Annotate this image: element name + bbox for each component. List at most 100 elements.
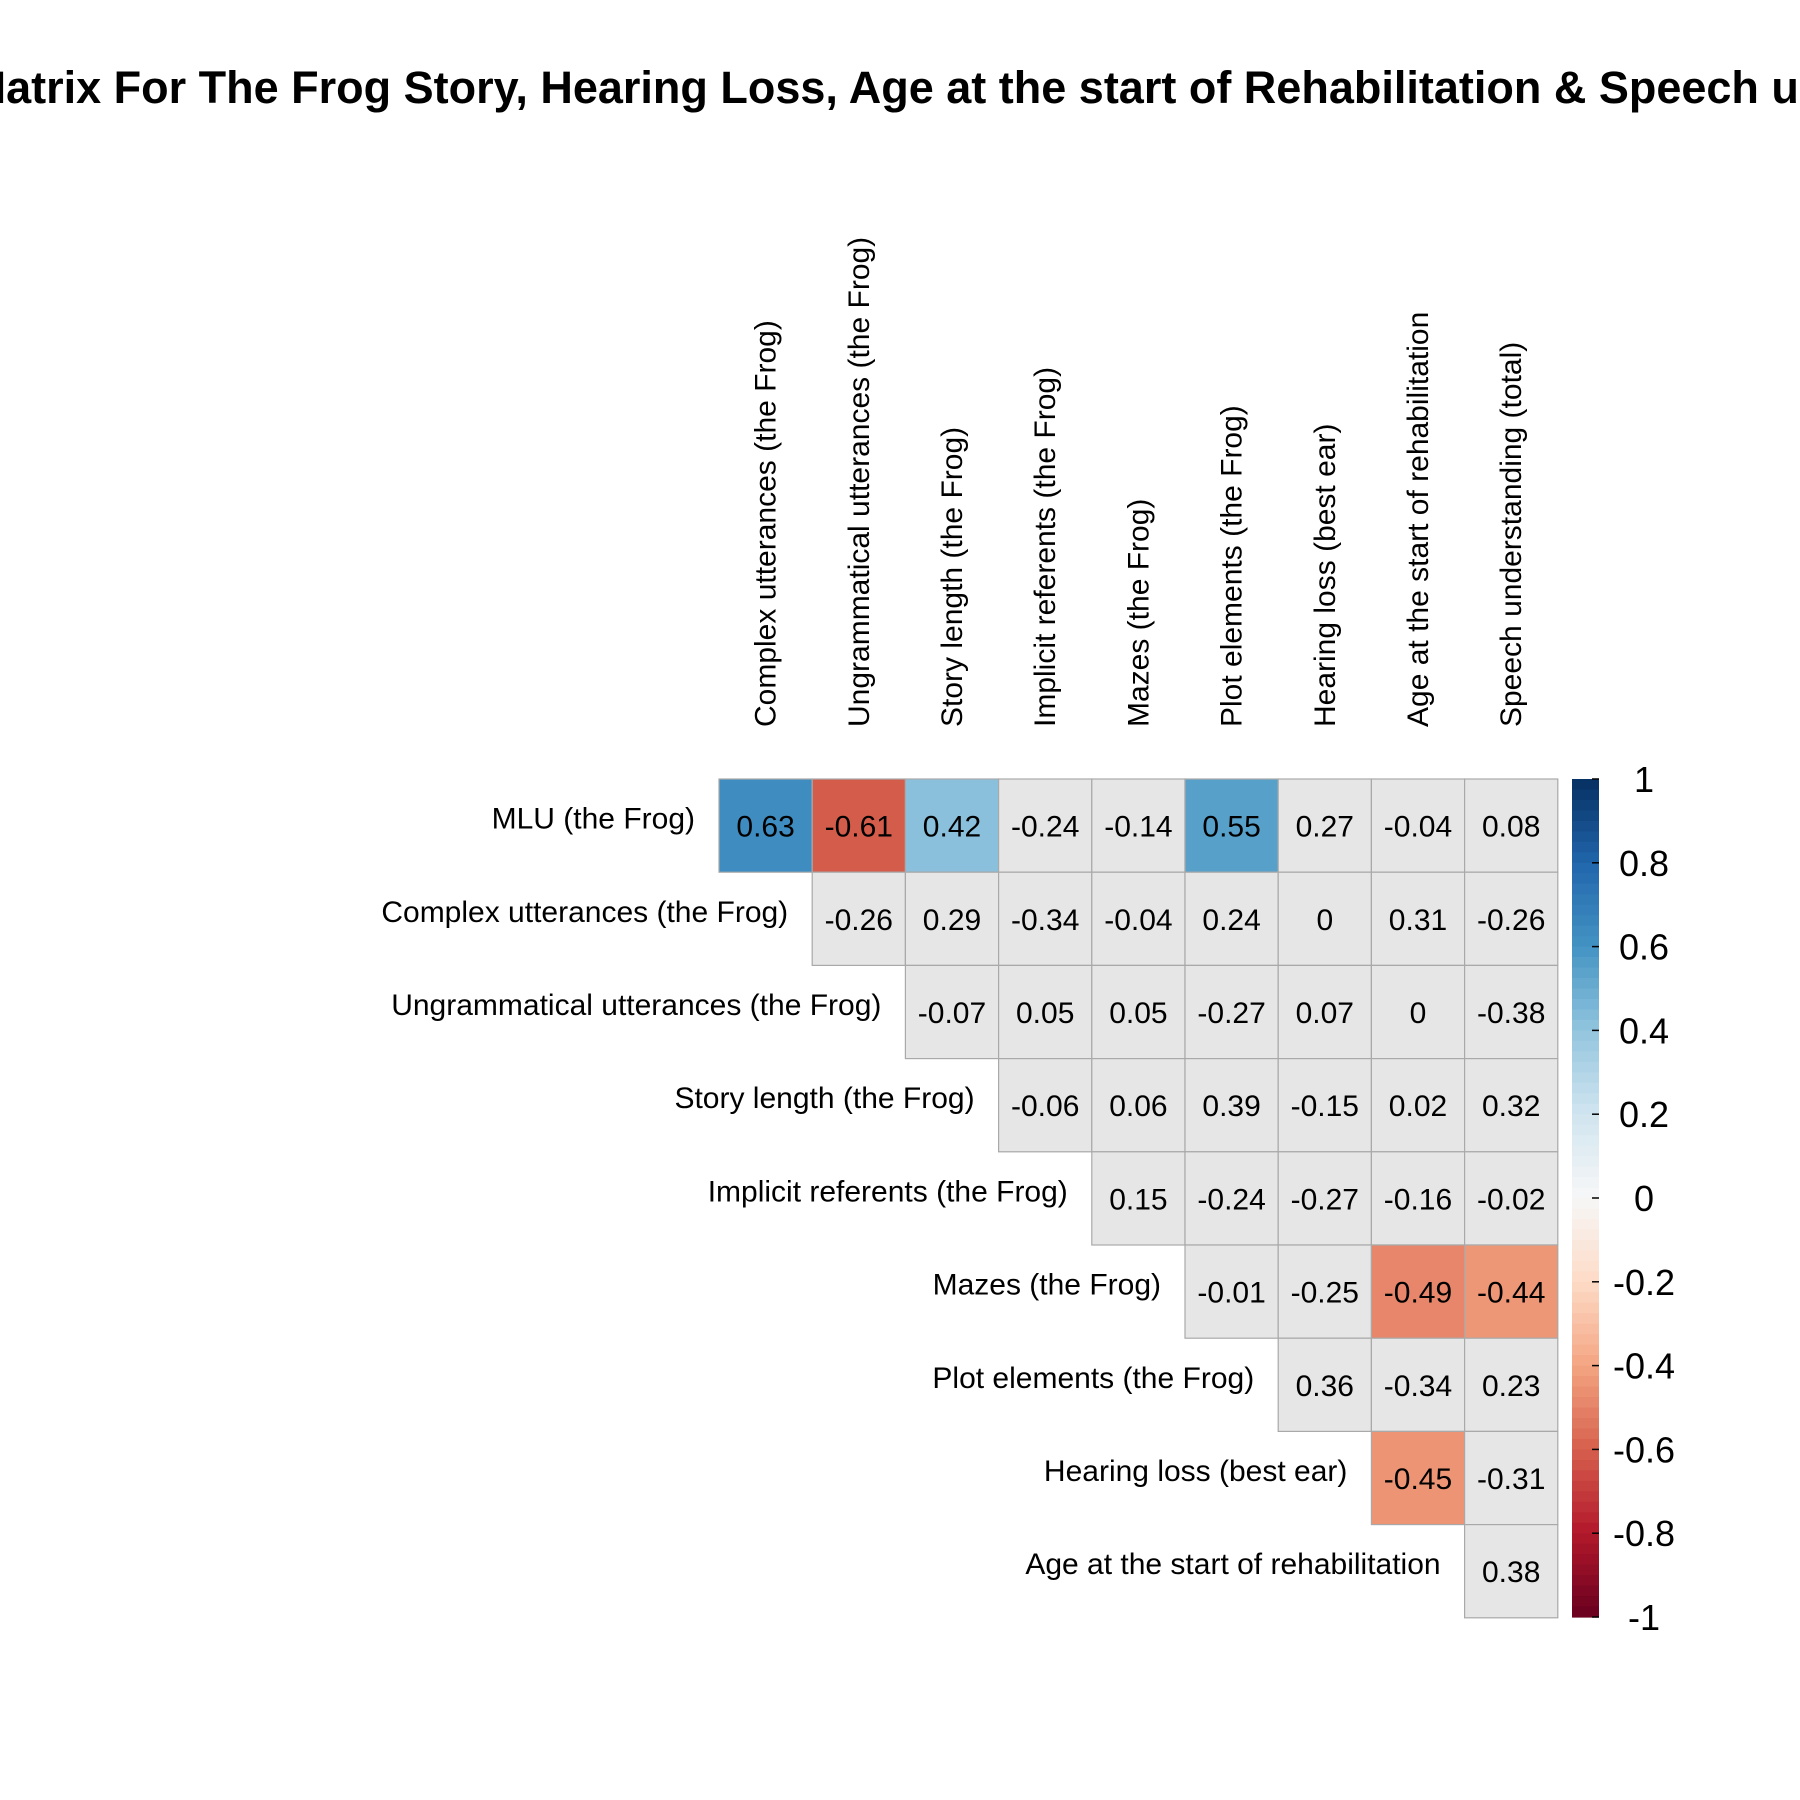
colorbar-tick-label: 0.2 [1619, 1094, 1669, 1135]
colorbar-segment [1572, 831, 1599, 843]
cell-value-label: 0.42 [923, 811, 981, 844]
cell-value-label: 0.31 [1389, 904, 1447, 937]
colorbar-segment [1572, 915, 1599, 927]
colorbar-segment [1572, 1135, 1599, 1147]
row-label: Ungrammatical utterances (the Frog) [391, 989, 881, 1022]
heatmap-cell [1370, 1430, 1466, 1526]
heatmap-cell [1463, 1523, 1559, 1619]
cell-value-label: -0.04 [1104, 904, 1172, 937]
heatmap-cell [1277, 1244, 1372, 1339]
column-label: Age at the start of rehabilitation [1402, 312, 1435, 727]
colorbar-segment [1572, 779, 1599, 791]
colorbar-segment [1572, 1093, 1599, 1105]
cell-value-label: -0.25 [1291, 1277, 1359, 1310]
colorbar-segment [1572, 1459, 1599, 1471]
heatmap-cell [718, 778, 813, 873]
cell-value-label: 0.38 [1482, 1556, 1540, 1589]
colorbar-segment [1572, 957, 1599, 969]
column-labels: Complex utterances (the Frog) Ungrammatic… [750, 237, 1529, 727]
colorbar-segment [1572, 841, 1599, 853]
colorbar-tick-label: 0 [1634, 1178, 1654, 1219]
colorbar-segment [1572, 1124, 1599, 1136]
column-label: Mazes (the Frog) [1122, 499, 1155, 727]
colorbar-segment [1572, 1533, 1599, 1545]
colorbar-segment [1572, 1145, 1599, 1157]
colorbar-tick-label: 0.8 [1619, 843, 1669, 884]
colorbar-tick-label: 0.6 [1619, 927, 1669, 968]
cell-value-label: -0.31 [1477, 1463, 1545, 1496]
heatmap-cell [1184, 871, 1279, 967]
cell-value-label: -0.44 [1477, 1277, 1545, 1310]
heatmap-cell [1463, 964, 1559, 1060]
row-label: Age at the start of rehabilitation [1025, 1548, 1440, 1581]
column-label: Ungrammatical utterances (the Frog) [843, 237, 876, 727]
heatmap-cell [1463, 1430, 1559, 1526]
colorbar-segment [1572, 1166, 1599, 1178]
colorbar-segment [1572, 1198, 1599, 1210]
cell-value-label: -0.07 [918, 997, 986, 1030]
cell-value-label: 0.32 [1482, 1090, 1540, 1123]
column-label: Story length (the Frog) [936, 427, 969, 727]
colorbar-segment [1572, 1376, 1599, 1388]
colorbar-segment [1572, 1564, 1599, 1576]
colorbar-segment [1572, 789, 1599, 801]
heatmap-cell [1370, 1337, 1466, 1432]
colorbar-segment [1572, 1449, 1599, 1461]
heatmap-cell [997, 964, 1093, 1060]
colorbar-segment [1572, 1009, 1599, 1021]
colorbar-segment [1572, 1543, 1599, 1555]
colorbar-segment [1572, 1365, 1599, 1377]
heatmap-cell [811, 778, 907, 873]
colorbar-segment [1572, 1480, 1599, 1492]
heatmap-cell [1091, 871, 1186, 967]
cell-value-label: -0.27 [1197, 997, 1265, 1030]
heatmap-cell [1277, 1151, 1372, 1246]
cell-value-label: 0.24 [1202, 904, 1260, 937]
colorbar-segment [1572, 1208, 1599, 1220]
colorbar-segment [1572, 1596, 1599, 1608]
row-label: Implicit referents (the Frog) [708, 1175, 1068, 1208]
colorbar-segment [1572, 820, 1599, 832]
colorbar-segment [1572, 1334, 1599, 1346]
colorbar-segment [1572, 1512, 1599, 1524]
heatmap-cell [1184, 1244, 1279, 1339]
colorbar-segment [1572, 1156, 1599, 1168]
cell-value-label: -0.24 [1197, 1183, 1265, 1216]
heatmap-cell [1370, 1151, 1466, 1246]
cell-value-label: 0.06 [1109, 1090, 1167, 1123]
chart-title: Correlation Matrix For The Frog Story, H… [0, 62, 1800, 113]
colorbar-segment [1572, 1522, 1599, 1534]
cell-value-label: -0.24 [1011, 811, 1079, 844]
colorbar-segment [1572, 1250, 1599, 1262]
colorbar-tick-label: -0.4 [1613, 1346, 1675, 1387]
colorbar-segment [1572, 1386, 1599, 1398]
cell-value-label: -0.26 [1477, 904, 1545, 937]
colorbar-tick-label: -0.2 [1613, 1262, 1675, 1303]
cell-value-label: -0.38 [1477, 997, 1545, 1030]
heatmap-cell [1370, 1057, 1466, 1153]
column-label: Plot elements (the Frog) [1216, 405, 1249, 727]
colorbar-segment [1572, 1344, 1599, 1356]
colorbar-segment [1572, 852, 1599, 864]
row-labels: MLU (the Frog) Complex utterances (the Fr… [381, 803, 1440, 1582]
colorbar-segment [1572, 1040, 1599, 1052]
heatmap-cell [811, 871, 907, 967]
cell-value-label: 0.39 [1202, 1090, 1260, 1123]
heatmap-cell [1463, 1337, 1559, 1432]
colorbar-segment [1572, 1407, 1599, 1419]
cell-value-label: -0.26 [825, 904, 893, 937]
cell-value-label: 0.36 [1296, 1370, 1354, 1403]
cell-value-label: 0.29 [923, 904, 981, 937]
cell-value-label: 0.05 [1016, 997, 1074, 1030]
colorbar-segment [1572, 1281, 1599, 1293]
heatmap-cell [1370, 871, 1466, 967]
row-label: Plot elements (the Frog) [932, 1362, 1254, 1395]
cell-value-label: 0.05 [1109, 997, 1167, 1030]
colorbar-segment [1572, 1397, 1599, 1409]
colorbar-segment [1572, 1302, 1599, 1314]
colorbar-segment [1572, 894, 1599, 906]
cell-value-label: 0.55 [1202, 811, 1260, 844]
heatmap-cell [1184, 1057, 1279, 1153]
cell-value-label: -0.02 [1477, 1183, 1545, 1216]
colorbar-tick-label: -1 [1628, 1597, 1660, 1638]
